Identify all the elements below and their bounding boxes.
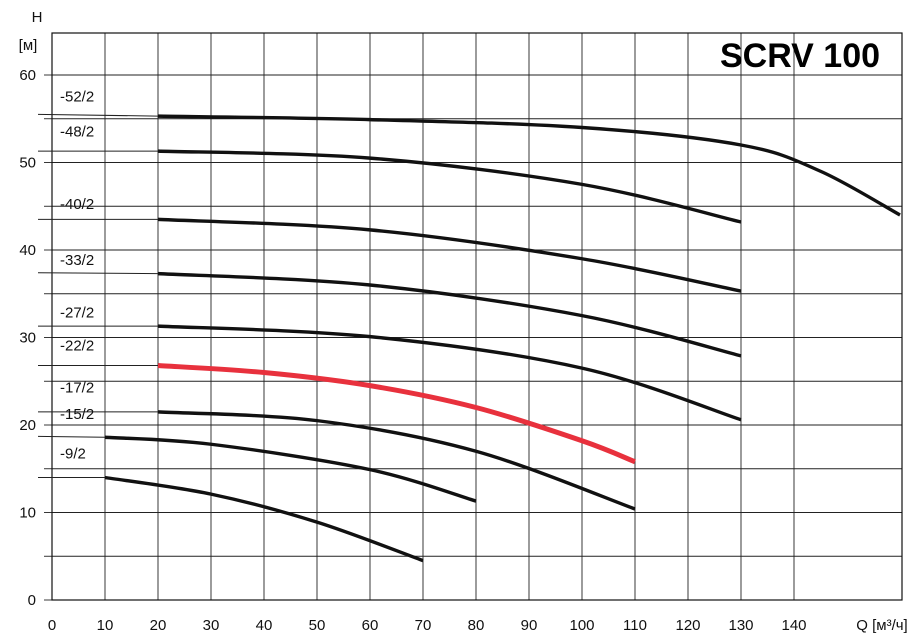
x-tick-label: 100 [569,617,594,634]
series-leaders [37,113,159,478]
y-tick-label: 40 [19,242,36,259]
series-curve [157,217,742,293]
series-label: -17/2 [60,380,94,397]
x-tick-label: 20 [150,617,167,634]
y-axis-unit: [м] [19,37,38,54]
x-tick-label: 80 [468,617,485,634]
x-tick-label: 110 [623,617,647,634]
y-tick-label: 60 [19,67,36,84]
y-tick-label: 50 [19,155,36,172]
series-leader-line [37,113,159,117]
x-tick-label: 120 [675,617,700,634]
y-tick-label: 0 [28,592,36,609]
x-tick-label: 140 [781,617,806,634]
x-tick-label: 90 [521,617,538,634]
series-curves [104,114,901,563]
x-tick-label: 30 [203,617,220,634]
series-labels: -52/2 -48/2 -40/2 -33/2 -27/2 -22/2 -17/2 -15/2… [60,88,94,462]
series-leader-line [37,272,159,275]
x-tick-label: 50 [309,617,326,634]
x-axis-label: Q [м³/ч] [856,617,907,634]
series-curve [157,271,742,358]
chart-title: SCRV 100 [720,37,880,75]
x-tick-label: 60 [362,617,379,634]
series-label: -27/2 [60,304,94,321]
y-tick-label: 10 [19,505,36,522]
highlighted-series-curve [157,363,636,465]
series-curve [157,114,901,217]
series-label: -15/2 [60,406,94,423]
x-tick-label: 10 [97,617,114,634]
series-curve [157,324,742,422]
series-label: -48/2 [60,123,94,140]
plot-frame [51,32,903,601]
series-label: -52/2 [60,88,94,105]
x-tick-label: 40 [256,617,273,634]
series-label: -9/2 [60,445,86,462]
y-tick-label: 20 [19,417,36,434]
x-tick-label: 130 [728,617,753,634]
y-tick-labels: 0 10 20 30 40 50 60 [19,67,36,609]
series-curve [104,475,424,563]
y-axis-label: H [32,9,43,26]
x-tick-label: 70 [415,617,432,634]
series-curve [157,410,636,511]
series-leader-line [37,435,106,438]
series-curve [104,435,477,503]
series-curve [157,149,742,224]
grid [44,33,902,601]
y-tick-label: 30 [19,330,36,347]
x-tick-labels: 0 10 20 30 40 50 60 70 80 90 100 110 120 130 140 [48,617,807,634]
x-tick-label: 0 [48,617,56,634]
series-label: -33/2 [60,252,94,269]
series-label: -40/2 [60,196,94,213]
series-label: -22/2 [60,338,94,355]
